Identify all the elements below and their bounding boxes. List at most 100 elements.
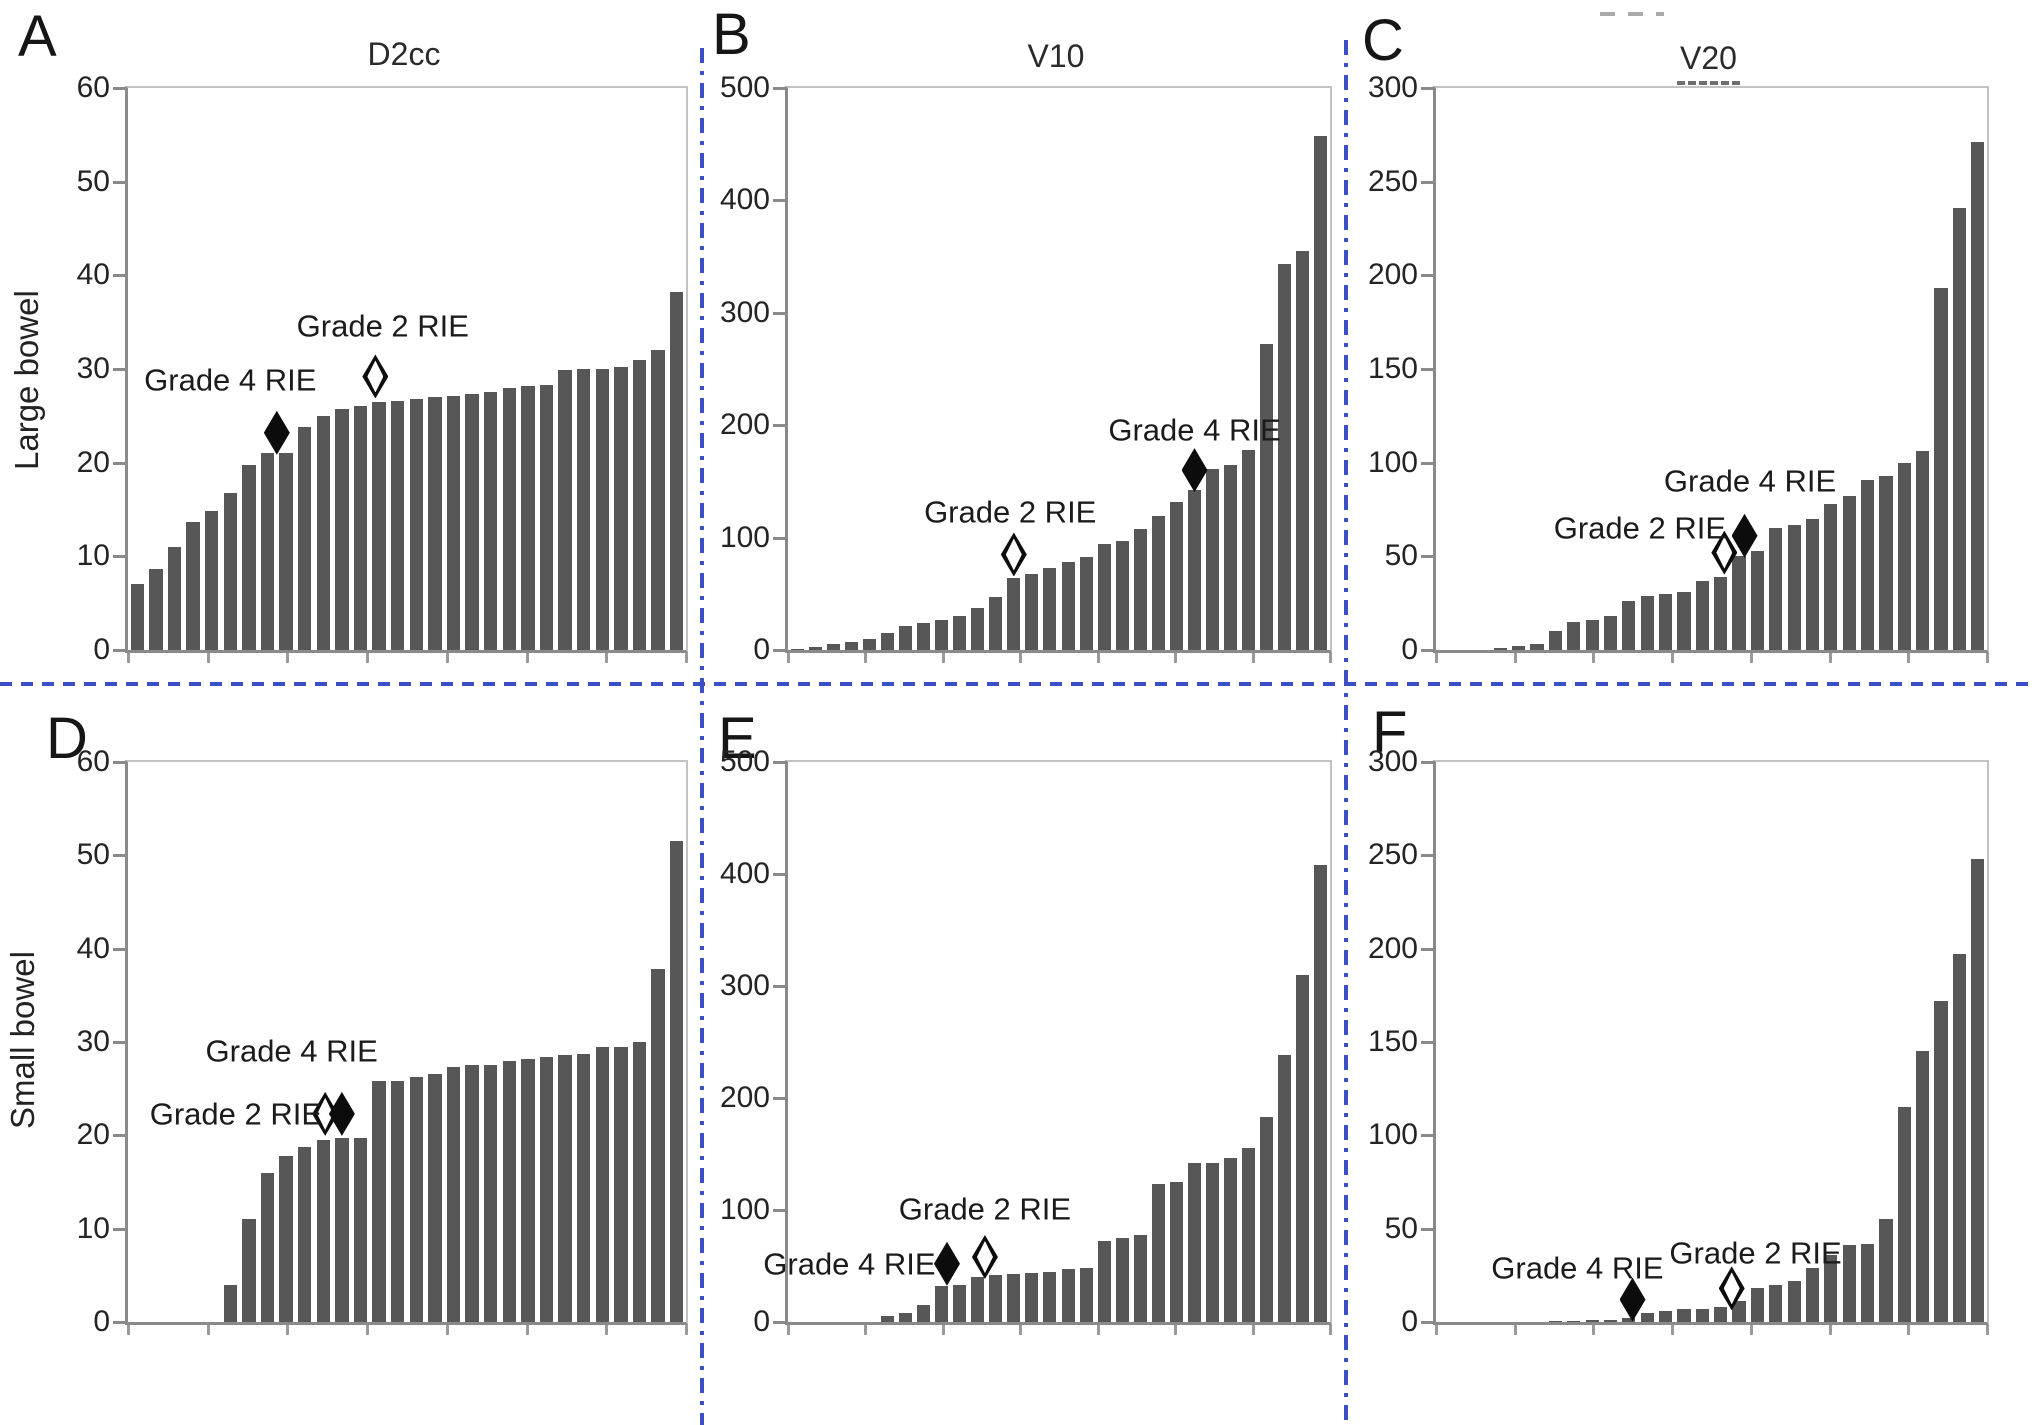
bar	[223, 1284, 237, 1322]
x-axis-tick-mark	[1986, 653, 1989, 663]
bar	[1079, 1268, 1093, 1322]
bar	[279, 453, 293, 650]
bar	[1732, 1301, 1746, 1322]
bar	[953, 616, 967, 650]
bar	[484, 1065, 498, 1322]
bar	[223, 492, 237, 650]
marker-label: Grade 4 RIE	[144, 362, 317, 398]
bar	[372, 1081, 386, 1322]
bar	[1842, 496, 1856, 650]
bar	[1493, 648, 1507, 650]
bar	[149, 569, 163, 650]
bar	[1677, 1308, 1691, 1322]
bar	[880, 1316, 894, 1322]
bar	[409, 1077, 423, 1322]
bar	[391, 1081, 405, 1322]
bar	[632, 1042, 647, 1322]
bar	[651, 350, 665, 650]
bar	[880, 633, 894, 650]
y-axis-tick-label: 50	[1384, 539, 1418, 573]
grade2-open-diamond-icon	[971, 1235, 998, 1280]
bar	[1603, 616, 1618, 650]
y-axis-tick-mark	[1421, 761, 1433, 764]
x-axis-tick-mark	[206, 1325, 210, 1335]
y-axis-tick-label: 60	[76, 745, 110, 778]
bar	[1934, 1000, 1948, 1322]
panel-B: B V10 0 100 200 300 400 500 Grade 2 RIE Grade 4…	[700, 0, 1344, 682]
bar	[808, 646, 822, 650]
y-axis-tick-label: 300	[719, 295, 770, 329]
x-axis-tick-mark	[1174, 653, 1178, 663]
bar	[1025, 573, 1039, 650]
x-axis-tick-mark	[1435, 653, 1438, 663]
bar	[1296, 974, 1310, 1322]
bar	[614, 1046, 628, 1322]
y-axis-tick-label: 0	[93, 1305, 110, 1338]
y-axis-tick-mark	[773, 311, 785, 315]
bar	[1640, 595, 1654, 650]
x-axis-tick-mark	[685, 653, 688, 663]
marker-label: Grade 2 RIE	[1669, 1235, 1842, 1271]
y-axis-tick-label: 0	[1401, 1305, 1418, 1338]
x-axis-tick-mark	[1907, 1325, 1911, 1335]
bar	[558, 1055, 572, 1322]
bar	[577, 1054, 591, 1322]
x-axis-tick-mark	[286, 1325, 290, 1335]
bar	[502, 1060, 516, 1322]
bar	[1260, 344, 1274, 650]
diamond-shape	[1731, 513, 1758, 558]
y-axis-tick-mark	[773, 1097, 785, 1100]
bar	[1897, 1107, 1911, 1322]
diamond-hole	[1005, 538, 1022, 571]
y-axis-tick-label: 100	[1367, 1118, 1418, 1152]
x-axis-tick-mark	[1435, 1325, 1438, 1335]
bar	[409, 398, 423, 650]
y-axis-tick-mark	[773, 1209, 785, 1212]
bar	[1115, 540, 1129, 650]
bar	[1567, 1321, 1581, 1322]
y-axis-tick-mark	[773, 873, 785, 876]
x-axis-tick-mark	[1096, 653, 1100, 663]
bar	[632, 359, 647, 650]
bar	[989, 597, 1003, 650]
diamond-shape	[328, 1091, 355, 1136]
x-axis-tick-mark	[1828, 653, 1832, 663]
bar	[1750, 1288, 1765, 1322]
x-axis-tick-mark	[1671, 1325, 1675, 1335]
scan-artifact-dashes	[1600, 12, 1664, 16]
bar	[1115, 1238, 1129, 1322]
bar	[1603, 1320, 1618, 1322]
bar	[1548, 1321, 1562, 1322]
bar	[1916, 1051, 1930, 1322]
diamond-hole	[1723, 1272, 1740, 1305]
y-axis-tick-label: 10	[76, 1211, 110, 1245]
bar	[316, 415, 330, 650]
bar	[577, 369, 591, 650]
y-axis-tick-label: 0	[93, 633, 110, 666]
panel-F: F 0 50 100 150 200 250 300 Grade 4 RIE Grade 2 R…	[1348, 700, 2032, 1425]
y-axis-tick-mark	[1421, 87, 1433, 90]
bar	[279, 1155, 293, 1322]
marker-label: Grade 4 RIE	[1108, 412, 1281, 448]
y-axis-tick-label: 300	[1367, 71, 1418, 104]
y-axis-tick-label: 500	[719, 745, 770, 778]
x-axis-tick-mark	[1019, 1325, 1023, 1335]
bar	[1861, 479, 1875, 650]
bar	[1206, 1162, 1220, 1322]
bar	[260, 1172, 275, 1322]
plot-area-E: 0 100 200 300 400 500 Grade 4 RIE Grade 2 RIE	[720, 747, 1332, 1337]
y-axis-tick-mark	[113, 87, 125, 90]
y-axis-tick-mark	[113, 761, 125, 764]
y-axis-tick-mark	[1421, 274, 1433, 278]
x-axis-tick-mark	[1329, 1325, 1332, 1335]
panel-letter-B: B	[712, 2, 751, 67]
bar	[1879, 1219, 1893, 1322]
bar	[558, 369, 572, 650]
y-axis-tick-label: 300	[719, 969, 770, 1002]
bar	[502, 387, 516, 650]
x-axis-tick-mark	[1513, 1325, 1517, 1335]
y-axis-tick-label: 60	[76, 71, 110, 104]
bar	[242, 1219, 256, 1322]
bar	[916, 623, 930, 650]
bar	[1097, 1241, 1111, 1322]
